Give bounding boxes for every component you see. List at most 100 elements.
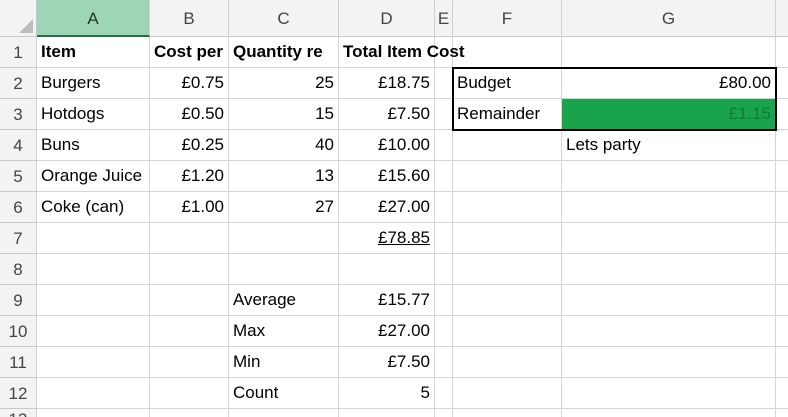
grid-cell-f4[interactable] xyxy=(453,130,562,161)
column-header-a[interactable]: A xyxy=(37,0,150,37)
grid-cell-g7[interactable] xyxy=(562,223,776,254)
column-header-b[interactable]: B xyxy=(150,0,229,37)
grid-cell-a13[interactable] xyxy=(37,409,150,417)
cell-d7-sum-total[interactable]: £78.85 xyxy=(339,223,435,254)
cell-d4-item-total[interactable]: £10.00 xyxy=(339,130,435,161)
grid-cell-h8[interactable] xyxy=(776,254,788,285)
cell-a4-item-name[interactable]: Buns xyxy=(37,130,150,161)
grid-cell-d1[interactable] xyxy=(339,37,435,68)
cell-a3-item-name[interactable]: Hotdogs xyxy=(37,99,150,130)
grid-cell-g11[interactable] xyxy=(562,347,776,378)
cell-c2-item-qty[interactable]: 25 xyxy=(229,68,339,99)
cell-d10-stat-value[interactable]: £27.00 xyxy=(339,316,435,347)
grid-cell-b8[interactable] xyxy=(150,254,229,285)
cell-b1-header-cost[interactable]: Cost per xyxy=(150,37,229,68)
grid-cell-f5[interactable] xyxy=(453,161,562,192)
grid-cell-h11[interactable] xyxy=(776,347,788,378)
grid-cell-a8[interactable] xyxy=(37,254,150,285)
grid-cell-g6[interactable] xyxy=(562,192,776,223)
cell-a5-item-name[interactable]: Orange Juice xyxy=(37,161,150,192)
grid-cell-h13[interactable] xyxy=(776,409,788,417)
column-header-c[interactable]: C xyxy=(229,0,339,37)
column-header-d[interactable]: D xyxy=(339,0,435,37)
grid-cell-f9[interactable] xyxy=(453,285,562,316)
column-header-g[interactable]: G xyxy=(562,0,776,37)
row-header-5[interactable]: 5 xyxy=(0,161,37,192)
grid-cell-e10[interactable] xyxy=(435,316,453,347)
grid-cell-h6[interactable] xyxy=(776,192,788,223)
cell-d1-header-total[interactable]: Total Item Cost xyxy=(339,37,465,68)
cell-b3-item-cost[interactable]: £0.50 xyxy=(150,99,229,130)
grid-cell-h4[interactable] xyxy=(776,130,788,161)
grid-cell-e2[interactable] xyxy=(435,68,453,99)
grid-cell-c13[interactable] xyxy=(229,409,339,417)
grid-cell-g10[interactable] xyxy=(562,316,776,347)
grid-cell-a7[interactable] xyxy=(37,223,150,254)
cell-d12-stat-value[interactable]: 5 xyxy=(339,378,435,409)
grid-cell-b9[interactable] xyxy=(150,285,229,316)
cell-c12-stat-label[interactable]: Count xyxy=(229,378,339,409)
cell-d6-item-total[interactable]: £27.00 xyxy=(339,192,435,223)
grid-cell-f12[interactable] xyxy=(453,378,562,409)
cell-c11-stat-label[interactable]: Min xyxy=(229,347,339,378)
grid-cell-a10[interactable] xyxy=(37,316,150,347)
cell-c10-stat-label[interactable]: Max xyxy=(229,316,339,347)
row-header-7[interactable]: 7 xyxy=(0,223,37,254)
grid-cell-h12[interactable] xyxy=(776,378,788,409)
row-header-2[interactable]: 2 xyxy=(0,68,37,99)
grid-cell-b13[interactable] xyxy=(150,409,229,417)
grid-cell-b10[interactable] xyxy=(150,316,229,347)
cell-g2-budget-value[interactable]: £80.00 xyxy=(562,68,776,99)
grid-cell-b11[interactable] xyxy=(150,347,229,378)
grid-cell-e7[interactable] xyxy=(435,223,453,254)
grid-cell-h1[interactable] xyxy=(776,37,788,68)
row-header-10[interactable]: 10 xyxy=(0,316,37,347)
grid-cell-g13[interactable] xyxy=(562,409,776,417)
grid-cell-b12[interactable] xyxy=(150,378,229,409)
cell-c1-header-quantity[interactable]: Quantity re xyxy=(229,37,339,68)
cell-d11-stat-value[interactable]: £7.50 xyxy=(339,347,435,378)
row-header-12[interactable]: 12 xyxy=(0,378,37,409)
row-header-9[interactable]: 9 xyxy=(0,285,37,316)
grid-cell-e5[interactable] xyxy=(435,161,453,192)
grid-cell-e9[interactable] xyxy=(435,285,453,316)
grid-cell-e4[interactable] xyxy=(435,130,453,161)
grid-cell-f11[interactable] xyxy=(453,347,562,378)
grid-cell-d13[interactable] xyxy=(339,409,435,417)
grid-cell-g12[interactable] xyxy=(562,378,776,409)
cell-f3-remainder-label[interactable]: Remainder xyxy=(453,99,562,130)
grid-cell-a12[interactable] xyxy=(37,378,150,409)
row-header-1[interactable]: 1 xyxy=(0,37,37,68)
grid-cell-a11[interactable] xyxy=(37,347,150,378)
cell-d2-item-total[interactable]: £18.75 xyxy=(339,68,435,99)
grid-cell-h7[interactable] xyxy=(776,223,788,254)
column-header-f[interactable]: F xyxy=(453,0,562,37)
grid-cell-f8[interactable] xyxy=(453,254,562,285)
cell-g4-message[interactable]: Lets party xyxy=(562,130,776,161)
grid-cell-f7[interactable] xyxy=(453,223,562,254)
grid-cell-h9[interactable] xyxy=(776,285,788,316)
cell-c9-stat-label[interactable]: Average xyxy=(229,285,339,316)
cell-b5-item-cost[interactable]: £1.20 xyxy=(150,161,229,192)
cell-b2-item-cost[interactable]: £0.75 xyxy=(150,68,229,99)
grid-cell-g1[interactable] xyxy=(562,37,776,68)
cell-b6-item-cost[interactable]: £1.00 xyxy=(150,192,229,223)
row-header-4[interactable]: 4 xyxy=(0,130,37,161)
grid-cell-f1[interactable] xyxy=(453,37,562,68)
grid-cell-b7[interactable] xyxy=(150,223,229,254)
cell-a6-item-name[interactable]: Coke (can) xyxy=(37,192,150,223)
row-header-8[interactable]: 8 xyxy=(0,254,37,285)
cell-b4-item-cost[interactable]: £0.25 xyxy=(150,130,229,161)
cell-a2-item-name[interactable]: Burgers xyxy=(37,68,150,99)
cell-d5-item-total[interactable]: £15.60 xyxy=(339,161,435,192)
cell-f2-budget-label[interactable]: Budget xyxy=(453,68,562,99)
row-header-3[interactable]: 3 xyxy=(0,99,37,130)
grid-cell-c8[interactable] xyxy=(229,254,339,285)
row-header-13[interactable]: 13 xyxy=(0,409,37,417)
grid-cell-a9[interactable] xyxy=(37,285,150,316)
cell-c4-item-qty[interactable]: 40 xyxy=(229,130,339,161)
grid-cell-h5[interactable] xyxy=(776,161,788,192)
grid-cell-e3[interactable] xyxy=(435,99,453,130)
cell-c3-item-qty[interactable]: 15 xyxy=(229,99,339,130)
grid-cell-f6[interactable] xyxy=(453,192,562,223)
